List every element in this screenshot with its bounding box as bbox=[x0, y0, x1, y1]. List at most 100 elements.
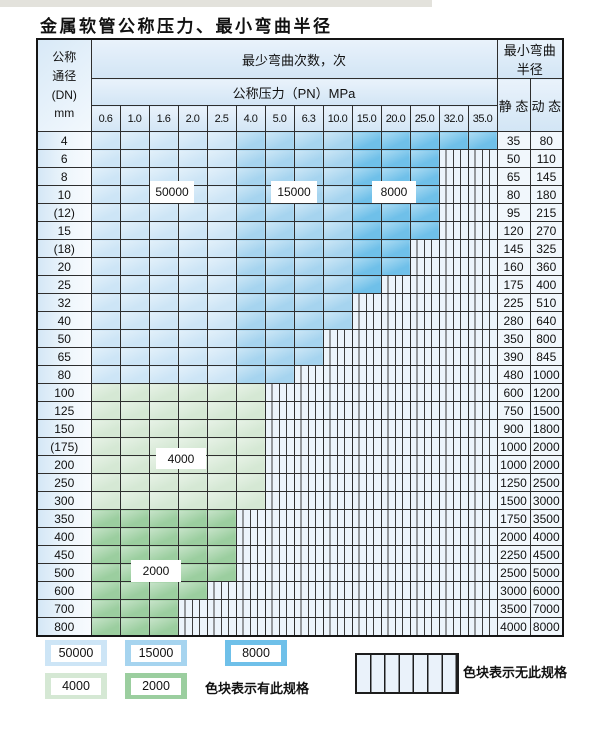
spec-cell bbox=[264, 131, 295, 150]
no-spec-cell bbox=[293, 401, 324, 420]
dn-cell: 600 bbox=[36, 581, 92, 600]
spec-cell bbox=[90, 365, 121, 384]
no-spec-cell bbox=[351, 401, 382, 420]
dn-cell: 300 bbox=[36, 491, 92, 510]
spec-cell bbox=[206, 329, 237, 348]
spec-cell bbox=[322, 131, 353, 150]
no-spec-cell bbox=[322, 509, 353, 528]
no-spec-cell bbox=[438, 149, 469, 168]
spec-cell bbox=[235, 437, 266, 456]
no-spec-cell bbox=[467, 455, 498, 474]
spec-cell bbox=[206, 239, 237, 258]
no-spec-cell bbox=[380, 563, 411, 582]
static-value: 95 bbox=[496, 203, 531, 222]
spec-cell bbox=[206, 185, 237, 204]
legend-swatch-8000: 8000 bbox=[225, 640, 287, 666]
no-spec-cell bbox=[467, 401, 498, 420]
spec-cell bbox=[119, 599, 150, 618]
pn-col-2.5: 2.5 bbox=[206, 105, 237, 132]
dn-cell: 150 bbox=[36, 419, 92, 438]
region-label-8000: 8000 bbox=[372, 181, 416, 203]
spec-cell bbox=[351, 239, 382, 258]
no-spec-cell bbox=[380, 347, 411, 366]
spec-cell bbox=[293, 131, 324, 150]
dynamic-value: 1200 bbox=[529, 383, 564, 402]
no-spec-cell bbox=[409, 383, 440, 402]
dn-cell: 10 bbox=[36, 185, 92, 204]
no-spec-cell bbox=[467, 581, 498, 600]
no-spec-cell bbox=[380, 419, 411, 438]
header-row-pressures: 0.6 1.0 1.6 2.0 2.5 4.0 5.0 6.3 10.0 15.0 20.0 25.0… bbox=[37, 105, 563, 132]
spec-cell bbox=[322, 203, 353, 222]
spec-cell bbox=[206, 455, 237, 474]
pn-col-2.0: 2.0 bbox=[177, 105, 208, 132]
no-spec-cell bbox=[467, 545, 498, 564]
spec-cell bbox=[206, 509, 237, 528]
spec-cell bbox=[148, 311, 179, 330]
spec-cell bbox=[119, 437, 150, 456]
spec-cell bbox=[119, 509, 150, 528]
static-value: 35 bbox=[496, 131, 531, 150]
no-spec-cell bbox=[409, 581, 440, 600]
spec-cell bbox=[119, 203, 150, 222]
dn-header-line-0: 公称 bbox=[52, 50, 77, 65]
no-spec-cell bbox=[322, 527, 353, 546]
no-spec-cell bbox=[177, 617, 208, 637]
no-spec-cell bbox=[409, 275, 440, 294]
spec-cell bbox=[148, 599, 179, 618]
spec-cell bbox=[90, 293, 121, 312]
dn-cell: 400 bbox=[36, 527, 92, 546]
static-value: 1000 bbox=[496, 437, 531, 456]
spec-cell bbox=[322, 239, 353, 258]
no-spec-cell bbox=[235, 599, 266, 618]
spec-cell bbox=[380, 131, 411, 150]
no-spec-cell bbox=[438, 347, 469, 366]
spec-cell bbox=[177, 293, 208, 312]
dynamic-value: 360 bbox=[529, 257, 564, 276]
spec-cell bbox=[177, 509, 208, 528]
legend-swatch-2000: 2000 bbox=[125, 673, 187, 699]
dynamic-value: 8000 bbox=[529, 617, 564, 637]
dn-cell: 50 bbox=[36, 329, 92, 348]
no-spec-cell bbox=[409, 239, 440, 258]
dn-cell: 6 bbox=[36, 149, 92, 168]
spec-cell bbox=[264, 203, 295, 222]
no-spec-cell bbox=[380, 401, 411, 420]
no-spec-cell bbox=[438, 437, 469, 456]
spec-cell bbox=[235, 329, 266, 348]
static-value: 350 bbox=[496, 329, 531, 348]
no-spec-cell bbox=[322, 491, 353, 510]
no-spec-cell bbox=[467, 203, 498, 222]
table-row-dn-600: 600 3000 6000 bbox=[36, 581, 564, 600]
no-spec-cell bbox=[380, 293, 411, 312]
no-spec-cell bbox=[467, 599, 498, 618]
no-spec-cell bbox=[409, 527, 440, 546]
no-spec-cell bbox=[438, 365, 469, 384]
dynamic-value: 215 bbox=[529, 203, 564, 222]
table-row-dn-80: 80 480 1000 bbox=[36, 365, 564, 384]
spec-cell bbox=[293, 311, 324, 330]
dynamic-value: 5000 bbox=[529, 563, 564, 582]
no-spec-cell bbox=[293, 419, 324, 438]
spec-cell bbox=[90, 149, 121, 168]
no-spec-cell bbox=[351, 419, 382, 438]
legend-swatch-label: 8000 bbox=[231, 644, 281, 662]
dynamic-value: 1000 bbox=[529, 365, 564, 384]
no-spec-cell bbox=[409, 599, 440, 618]
no-spec-cell bbox=[438, 383, 469, 402]
no-spec-cell bbox=[264, 491, 295, 510]
spec-cell bbox=[177, 545, 208, 564]
dynamic-header: 动 态 bbox=[529, 78, 564, 132]
spec-cell bbox=[119, 455, 150, 474]
legend-swatch-15000: 15000 bbox=[125, 640, 187, 666]
no-spec-cell bbox=[235, 509, 266, 528]
dynamic-value: 4500 bbox=[529, 545, 564, 564]
spec-cell bbox=[409, 167, 440, 186]
no-spec-cell bbox=[380, 581, 411, 600]
static-value: 3500 bbox=[496, 599, 531, 618]
spec-cell bbox=[177, 311, 208, 330]
dynamic-value: 845 bbox=[529, 347, 564, 366]
spec-cell bbox=[206, 437, 237, 456]
spec-cell bbox=[148, 581, 179, 600]
no-spec-cell bbox=[467, 527, 498, 546]
